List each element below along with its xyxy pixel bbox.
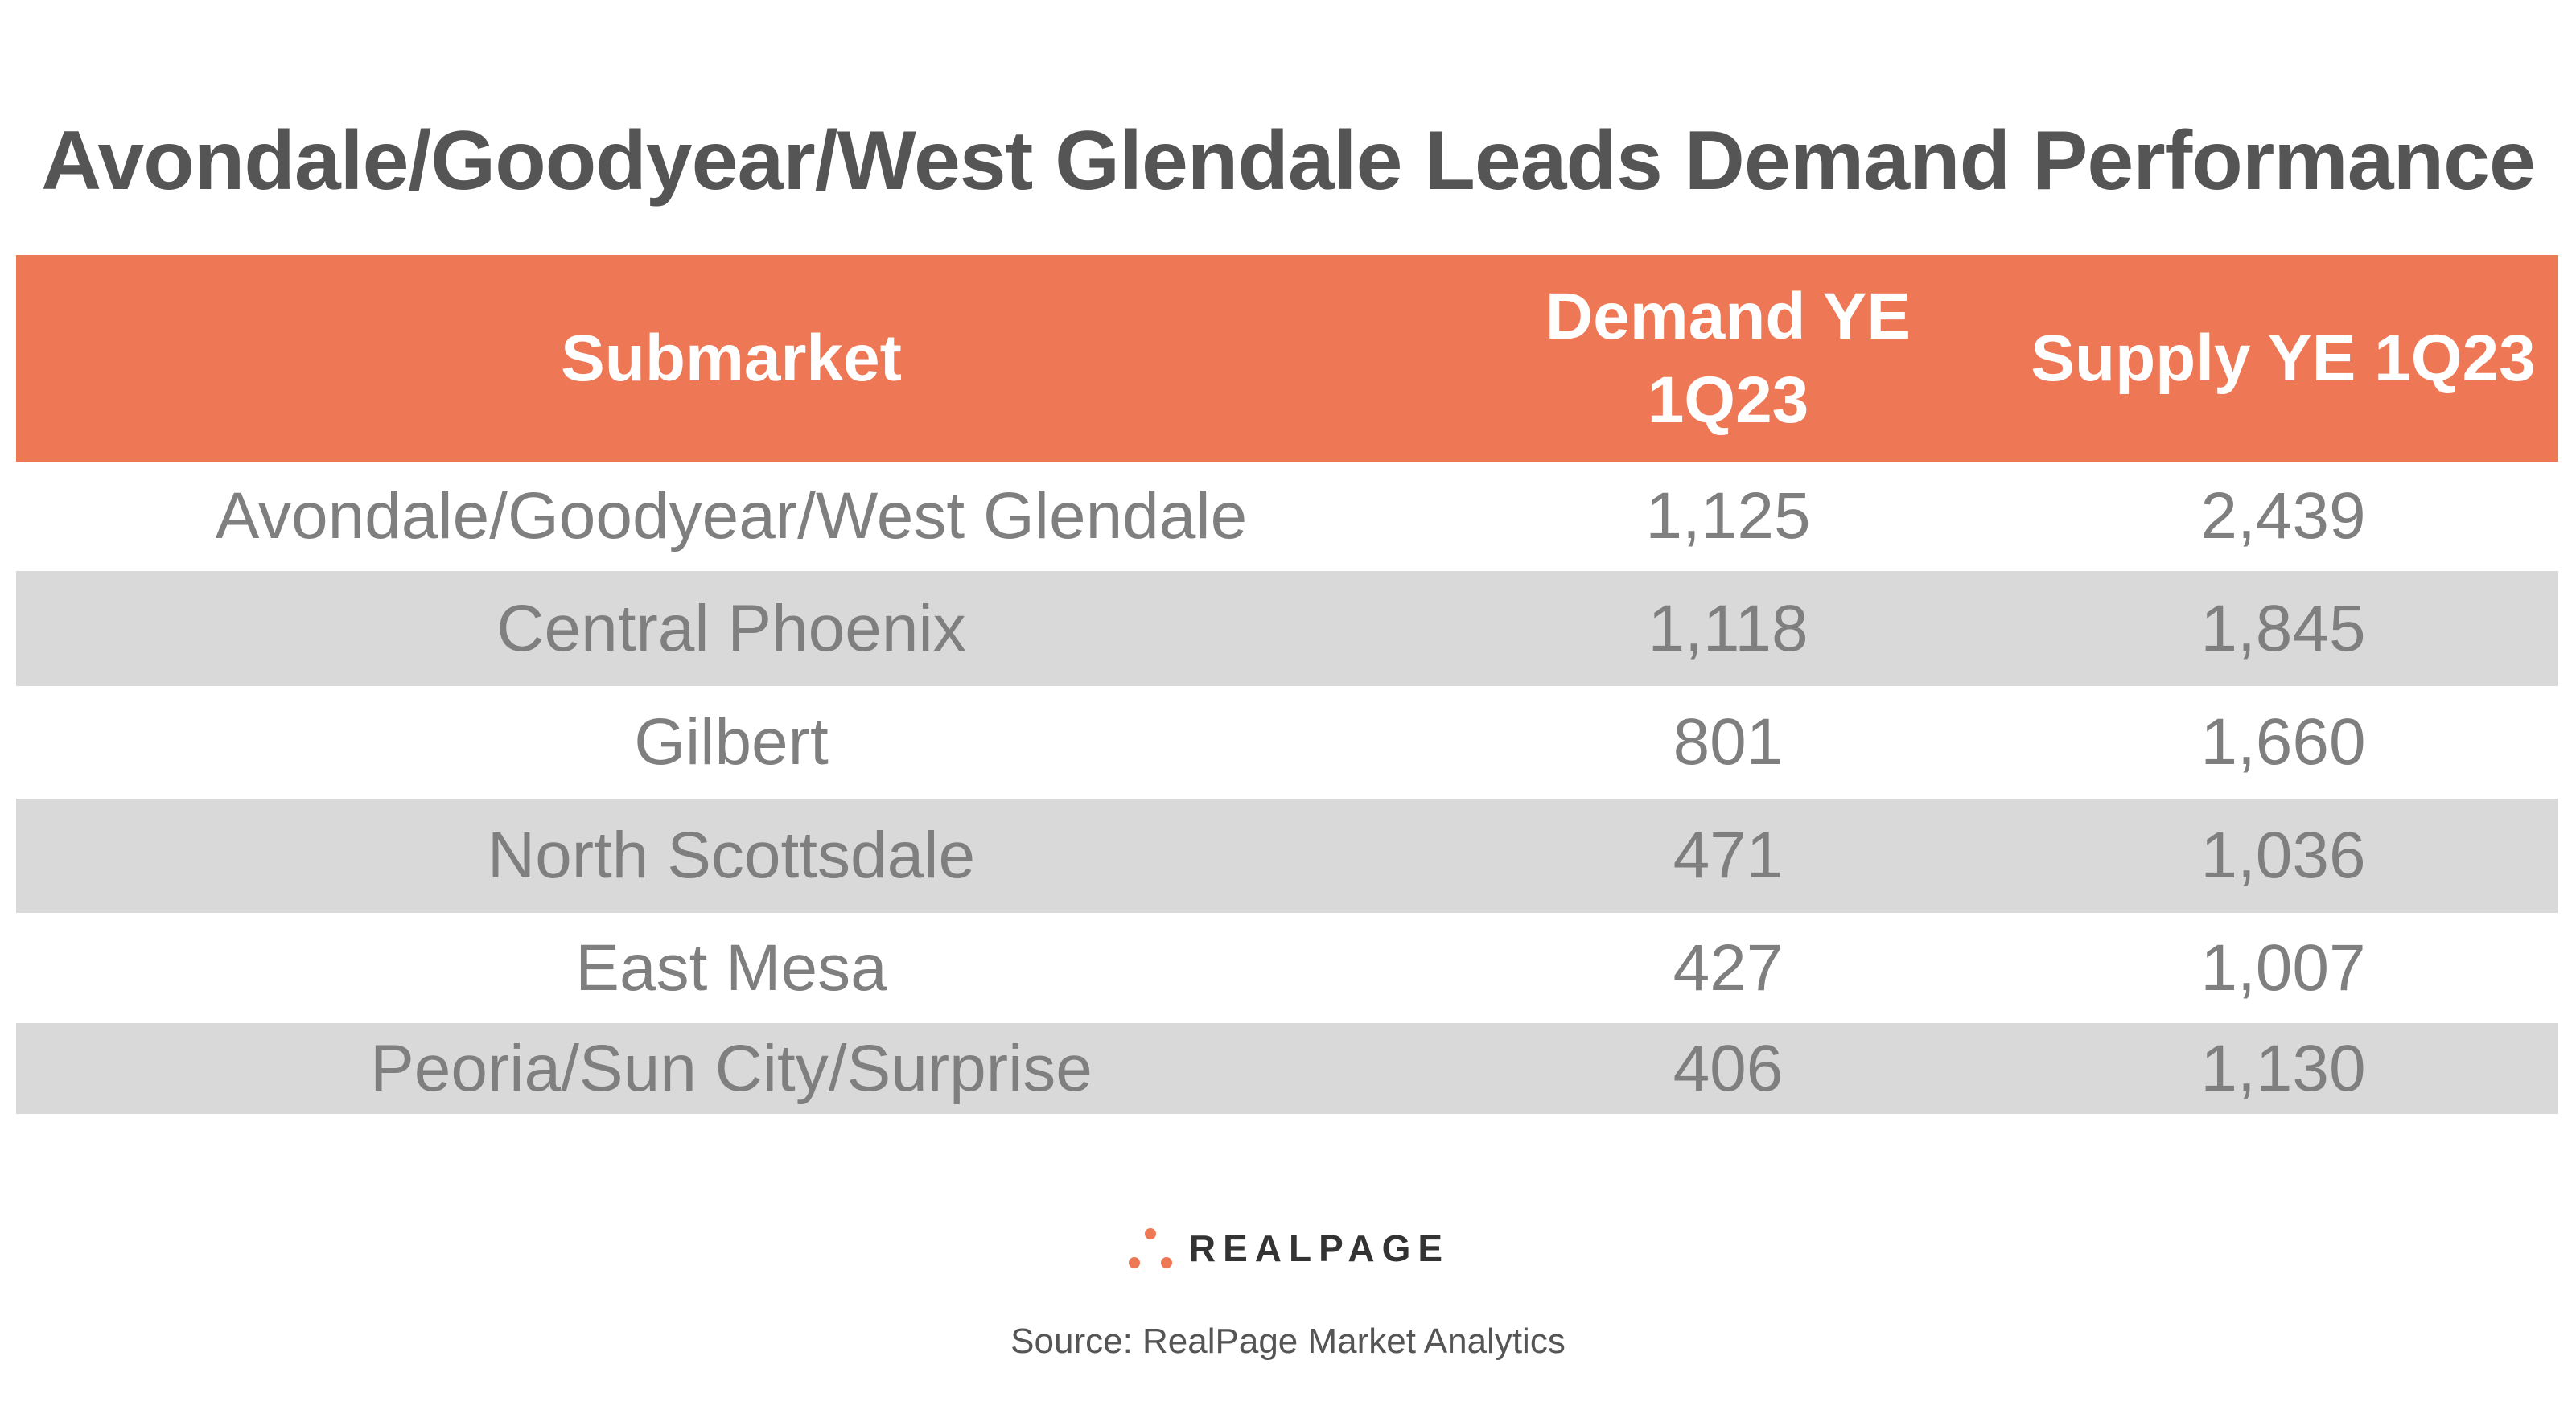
table-cell: Central Phoenix: [496, 591, 966, 665]
table-cell: Avondale/Goodyear/West Glendale: [215, 479, 1248, 553]
header-cell: Submarket: [561, 321, 902, 395]
table-cell: 1,118: [1648, 591, 1809, 665]
table-cell: 1,007: [2200, 931, 2366, 1005]
header-cell: Supply YE 1Q23: [2031, 321, 2536, 395]
table-cell: 1,125: [1645, 479, 1811, 553]
logo-text: REALPAGE: [1188, 1227, 1451, 1269]
table-row: North Scottsdale 471 1,036: [16, 799, 2558, 913]
table-cell: 1,845: [2200, 591, 2366, 665]
table-cell: 427: [1673, 931, 1784, 1005]
title: Avondale/Goodyear/West Glendale Leads De…: [41, 114, 2536, 208]
logo-dots: [1128, 1228, 1172, 1268]
table-cell: 471: [1673, 819, 1784, 892]
table-row: East Mesa 427 1,007: [16, 913, 2558, 1023]
table-row: Gilbert 801 1,660: [16, 686, 2558, 799]
table-row: Avondale/Goodyear/West Glendale 1,125 2,43…: [16, 462, 2558, 571]
table-row: Central Phoenix 1,118 1,845: [16, 571, 2558, 686]
table-cell: 406: [1673, 1031, 1784, 1105]
table-row: Peoria/Sun City/Surprise 406 1,130: [16, 1023, 2558, 1114]
header-cell: Demand YE 1Q23: [1545, 279, 1911, 437]
table-cell: 1,130: [2200, 1031, 2366, 1105]
table-cell: 2,439: [2200, 479, 2366, 553]
table-cell: Peoria/Sun City/Surprise: [370, 1031, 1093, 1105]
table-cell: 1,660: [2200, 705, 2366, 779]
source: Source: RealPage Market Analytics: [1010, 1321, 1566, 1361]
table-cell: East Mesa: [575, 931, 887, 1005]
table-cell: Gilbert: [634, 705, 829, 779]
logo: REALPAGE: [0, 1223, 2576, 1274]
table-header: Submarket Demand YE 1Q23 Supply YE 1Q23: [16, 255, 2558, 462]
table-cell: 801: [1673, 705, 1784, 779]
table-cell: North Scottsdale: [487, 819, 976, 892]
table-cell: 1,036: [2200, 819, 2366, 892]
